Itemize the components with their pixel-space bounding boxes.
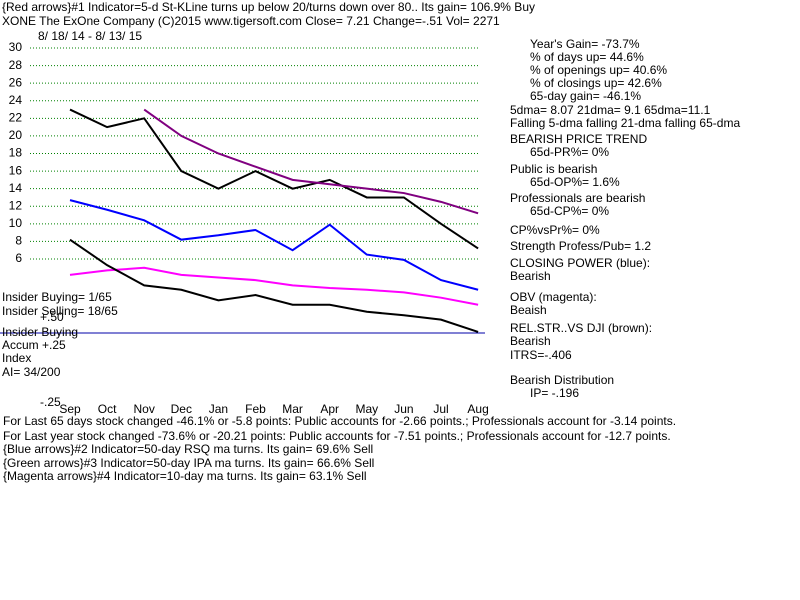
series-line: [69, 199, 479, 291]
annotation: % of openings up= 40.6%: [530, 63, 667, 77]
annotation: % of days up= 44.6%: [530, 50, 644, 64]
x-tick-label: Jun: [394, 402, 413, 416]
annotation: BEARISH PRICE TREND: [510, 132, 647, 146]
annotation: Public is bearish: [510, 162, 597, 176]
y-tick-label: 28: [9, 58, 23, 72]
x-tick-label: Jan: [209, 402, 228, 416]
series-line: [69, 108, 479, 250]
y-tick-label: 22: [9, 111, 23, 125]
annotation: Bearish: [510, 334, 551, 348]
annotation: 65d-CP%= 0%: [530, 204, 609, 218]
y-tick-label: 16: [9, 163, 23, 177]
annotation: Index: [2, 351, 31, 365]
annotation: {Blue arrows}#2 Indicator=50-day RSQ ma …: [3, 442, 373, 456]
x-tick-label: Aug: [467, 402, 488, 416]
annotation: ITRS=-.406: [510, 348, 572, 362]
annotation: 65d-OP%= 1.6%: [530, 175, 620, 189]
annotation: 65d-PR%= 0%: [530, 145, 609, 159]
annotation: CLOSING POWER (blue):: [510, 256, 650, 270]
y-tick-label: 10: [9, 216, 23, 230]
annotation: {Magenta arrows}#4 Indicator=10-day ma t…: [3, 469, 367, 483]
annotation: % of closings up= 42.6%: [530, 76, 662, 90]
annotation: Insider Selling= 18/65: [2, 304, 118, 318]
annotation: Bearish: [510, 269, 551, 283]
date-range: 8/ 18/ 14 - 8/ 13/ 15: [38, 29, 142, 43]
annotation: 5dma= 8.07 21dma= 9.1 65dma=11.1: [510, 103, 711, 117]
y-tick-label: 8: [15, 234, 22, 248]
series-line: [69, 238, 479, 333]
annotation: Year's Gain= -73.7%: [530, 37, 640, 51]
annotation: IP= -.196: [530, 386, 579, 400]
annotation: For Last year stock changed -73.6% or -2…: [3, 429, 671, 443]
annotation: Professionals are bearish: [510, 191, 645, 205]
annotation: Bearish Distribution: [510, 373, 614, 387]
x-tick-label: May: [355, 402, 378, 416]
annotation: Falling 5-dma falling 21-dma falling 65-…: [510, 116, 740, 130]
y-tick-label: 26: [9, 75, 23, 89]
annotation: AI= 34/200: [2, 365, 61, 379]
chart-title: {Red arrows}#1 Indicator=5-d St-KLine tu…: [2, 0, 535, 14]
series-line: [69, 266, 479, 306]
annotation: +.50: [40, 310, 64, 324]
annotation: 65-day gain= -46.1%: [530, 89, 641, 103]
annotation: For Last 65 days stock changed -46.1% or…: [3, 414, 676, 428]
annotation: Beaish: [510, 303, 547, 317]
x-tick-label: Apr: [320, 402, 339, 416]
y-tick-label: 30: [9, 40, 23, 54]
annotation: OBV (magenta):: [510, 290, 597, 304]
annotation: CP%vsPr%= 0%: [510, 223, 600, 237]
y-tick-label: 20: [9, 128, 23, 142]
annotation: {Green arrows}#3 Indicator=50-day IPA ma…: [3, 456, 374, 470]
annotation: Insider Buying: [2, 325, 78, 339]
annotation: Accum +.25: [2, 338, 66, 352]
chart-subtitle: XONE The ExOne Company (C)2015 www.tiger…: [2, 14, 500, 28]
annotation: Strength Profess/Pub= 1.2: [510, 239, 651, 253]
x-tick-label: Jul: [433, 402, 448, 416]
annotation: Insider Buying= 1/65: [2, 290, 112, 304]
x-tick-label: Sep: [59, 402, 81, 416]
y-tick-label: 14: [9, 181, 23, 195]
x-tick-label: Feb: [245, 402, 266, 416]
annotation: -.25: [40, 395, 61, 409]
annotation: REL.STR..VS DJI (brown):: [510, 321, 652, 335]
x-tick-label: Dec: [171, 402, 192, 416]
series-line: [143, 108, 479, 215]
y-tick-label: 18: [9, 146, 23, 160]
x-tick-label: Nov: [134, 402, 155, 416]
x-tick-label: Mar: [282, 402, 303, 416]
y-tick-label: 24: [9, 93, 23, 107]
y-tick-label: 12: [9, 198, 23, 212]
x-tick-label: Oct: [98, 402, 117, 416]
y-tick-label: 6: [15, 251, 22, 265]
